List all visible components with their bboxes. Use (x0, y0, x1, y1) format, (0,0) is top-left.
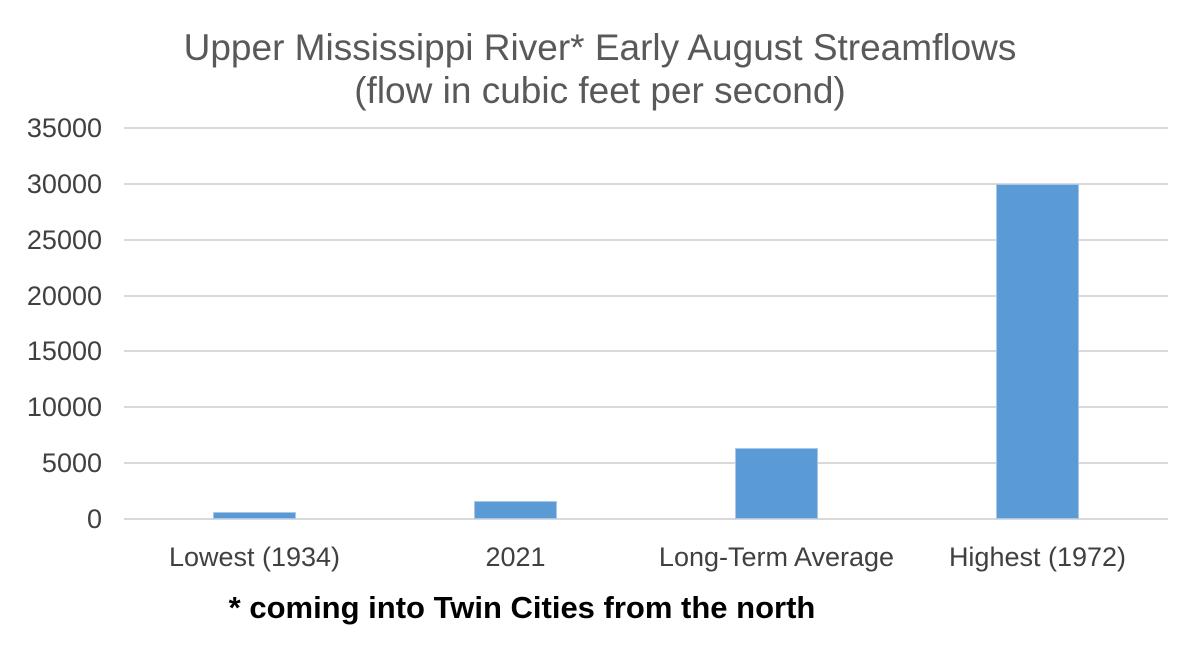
y-axis-tick-label: 0 (86, 504, 102, 534)
bar-highest-1972 (996, 183, 1079, 519)
gridline-15000 (124, 350, 1168, 353)
y-axis-tick-label: 10000 (26, 392, 102, 423)
y-axis-tick-label: 5000 (41, 448, 102, 479)
gridline-30000 (124, 182, 1168, 185)
y-axis-tick-label: 25000 (26, 224, 102, 255)
x-axis-tick-label: Long-Term Average (658, 542, 895, 572)
bar-long-term-average (735, 447, 818, 519)
gridline-20000 (124, 294, 1168, 297)
chart-title-block: Upper Mississippi River* Early August St… (0, 26, 1200, 112)
x-axis-tick-label: Lowest (1934) (168, 542, 341, 572)
gridline-10000 (124, 406, 1168, 409)
bar-lowest-1934 (213, 512, 296, 519)
chart-title: Upper Mississippi River* Early August St… (183, 27, 1017, 68)
chart-subtitle: (flow in cubic feet per second) (354, 70, 846, 111)
gridline-25000 (124, 238, 1168, 241)
plot-area (124, 127, 1168, 520)
y-axis-tick-label: 15000 (26, 336, 102, 367)
gridline-5000 (124, 462, 1168, 465)
gridline-35000 (124, 127, 1168, 129)
gridline-0 (124, 518, 1168, 520)
chart-footnote: * coming into Twin Cities from the north (228, 590, 816, 625)
bar-2021 (474, 501, 557, 519)
y-axis-tick-label: 35000 (26, 113, 102, 143)
y-axis-tick-label: 30000 (26, 168, 102, 199)
x-axis-tick-label: 2021 (485, 542, 546, 572)
x-axis-tick-label: Highest (1972) (948, 542, 1127, 572)
y-axis-tick-label: 20000 (26, 280, 102, 311)
